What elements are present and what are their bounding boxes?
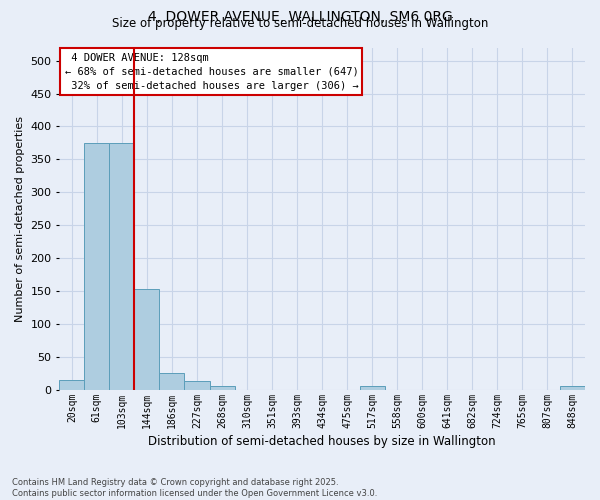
Text: Size of property relative to semi-detached houses in Wallington: Size of property relative to semi-detach…	[112, 18, 488, 30]
Bar	[109, 143, 134, 390]
Bar	[160, 373, 184, 390]
Bar	[184, 381, 209, 390]
Bar	[560, 386, 585, 390]
Bar	[134, 289, 160, 390]
Bar	[59, 380, 85, 390]
Bar	[360, 386, 385, 390]
Bar	[209, 386, 235, 390]
Text: 4 DOWER AVENUE: 128sqm
← 68% of semi-detached houses are smaller (647)
 32% of s: 4 DOWER AVENUE: 128sqm ← 68% of semi-det…	[65, 52, 358, 90]
Bar	[85, 143, 109, 390]
X-axis label: Distribution of semi-detached houses by size in Wallington: Distribution of semi-detached houses by …	[148, 434, 496, 448]
Text: 4, DOWER AVENUE, WALLINGTON, SM6 0RG: 4, DOWER AVENUE, WALLINGTON, SM6 0RG	[148, 10, 452, 24]
Text: Contains HM Land Registry data © Crown copyright and database right 2025.
Contai: Contains HM Land Registry data © Crown c…	[12, 478, 377, 498]
Y-axis label: Number of semi-detached properties: Number of semi-detached properties	[15, 116, 25, 322]
